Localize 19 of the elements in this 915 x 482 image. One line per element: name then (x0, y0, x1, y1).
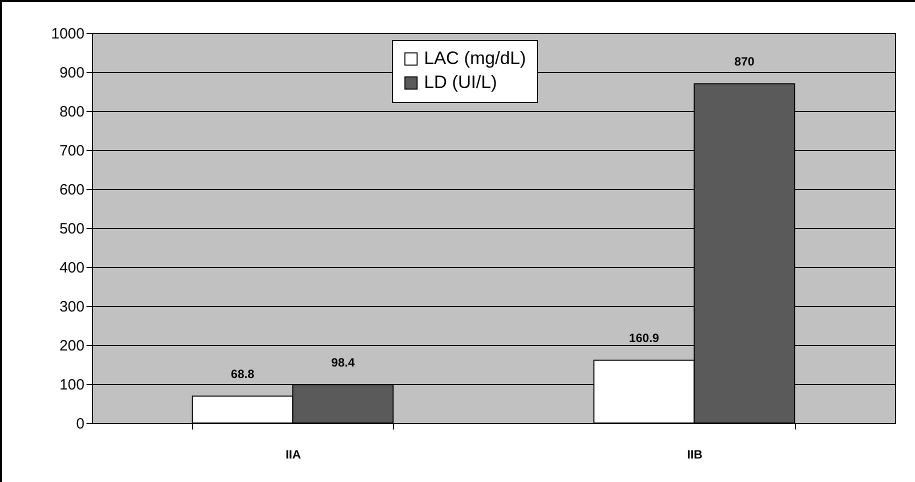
y-tick-label: 600 (59, 182, 84, 198)
y-tick-label: 0 (76, 416, 84, 432)
y-tick-label: 900 (59, 64, 84, 82)
y-tick-label: 1000 (51, 26, 84, 42)
data-label: 160.9 (629, 331, 660, 346)
y-tick-label: 500 (59, 220, 84, 238)
data-label: 68.8 (230, 367, 255, 382)
y-tick-label: 100 (59, 376, 84, 394)
x-tick-label: IIA (286, 448, 302, 462)
x-tick-label: IIB (687, 448, 703, 462)
y-tick-label: 800 (59, 104, 84, 120)
legend-label: LAC (mg/dL) (424, 48, 526, 68)
data-label: 98.4 (331, 356, 355, 370)
legend-label: LD (UI/L) (424, 72, 498, 92)
data-label: 870 (734, 54, 755, 69)
y-tick-label: 700 (59, 142, 84, 160)
y-tick-label: 300 (59, 298, 84, 316)
y-tick-label: 400 (59, 260, 84, 276)
y-tick-label: 200 (59, 338, 84, 354)
